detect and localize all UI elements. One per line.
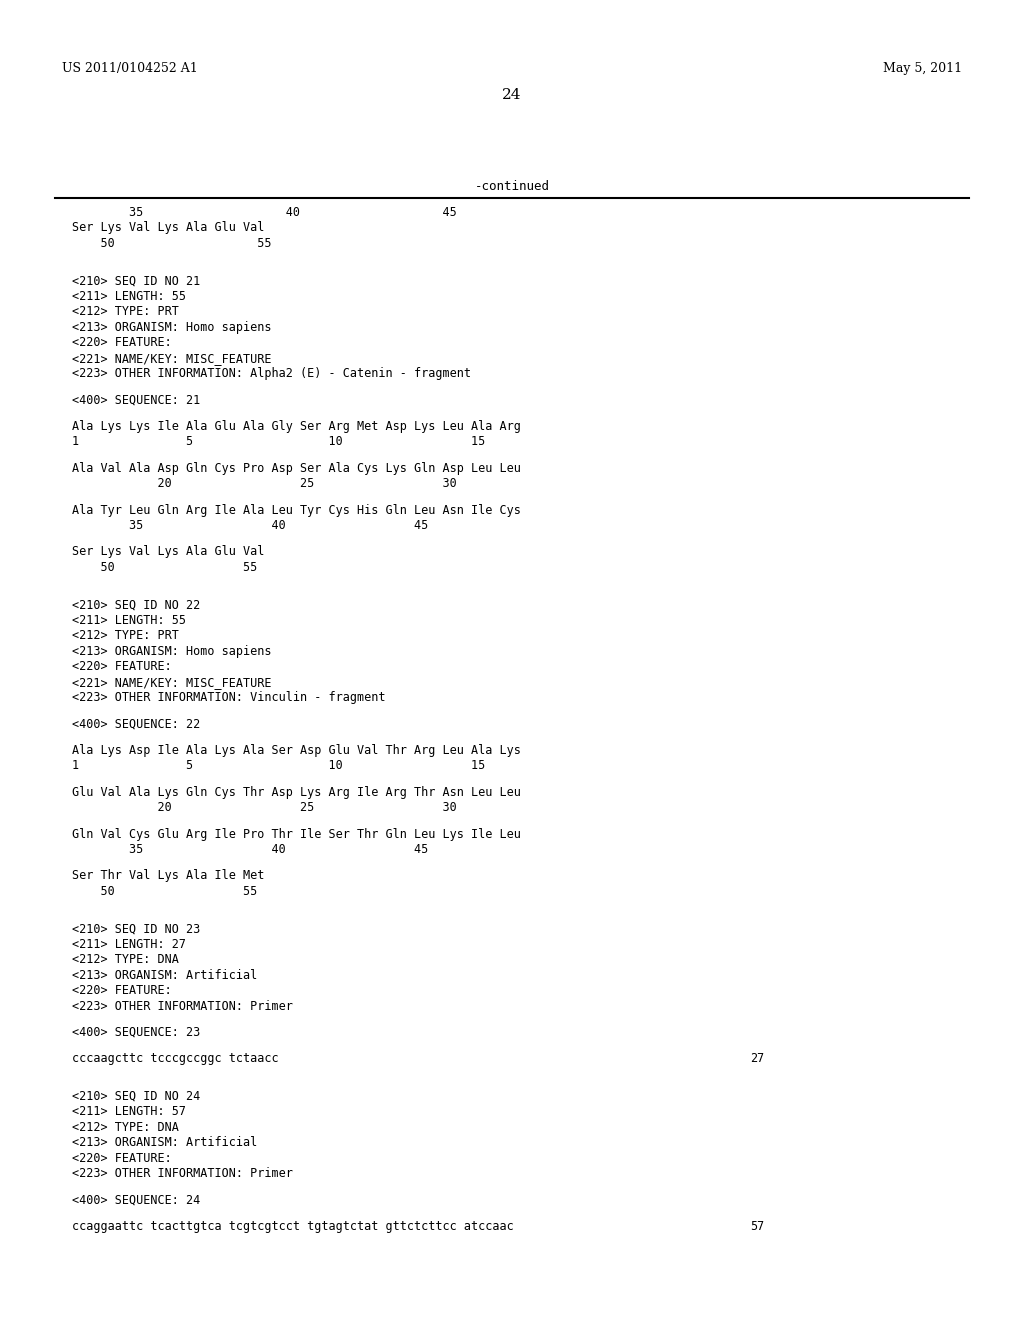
Text: 35                    40                    45: 35 40 45 xyxy=(72,206,457,219)
Text: <210> SEQ ID NO 21: <210> SEQ ID NO 21 xyxy=(72,275,201,288)
Text: <221> NAME/KEY: MISC_FEATURE: <221> NAME/KEY: MISC_FEATURE xyxy=(72,676,271,689)
Text: <221> NAME/KEY: MISC_FEATURE: <221> NAME/KEY: MISC_FEATURE xyxy=(72,351,271,364)
Text: <223> OTHER INFORMATION: Primer: <223> OTHER INFORMATION: Primer xyxy=(72,1167,293,1180)
Text: <212> TYPE: DNA: <212> TYPE: DNA xyxy=(72,1121,179,1134)
Text: 50                  55: 50 55 xyxy=(72,884,257,898)
Text: Ala Tyr Leu Gln Arg Ile Ala Leu Tyr Cys His Gln Leu Asn Ile Cys: Ala Tyr Leu Gln Arg Ile Ala Leu Tyr Cys … xyxy=(72,504,521,516)
Text: 35                  40                  45: 35 40 45 xyxy=(72,519,428,532)
Text: <400> SEQUENCE: 22: <400> SEQUENCE: 22 xyxy=(72,718,201,730)
Text: <210> SEQ ID NO 23: <210> SEQ ID NO 23 xyxy=(72,923,201,935)
Text: <223> OTHER INFORMATION: Vinculin - fragment: <223> OTHER INFORMATION: Vinculin - frag… xyxy=(72,692,385,704)
Text: <223> OTHER INFORMATION: Alpha2 (E) - Catenin - fragment: <223> OTHER INFORMATION: Alpha2 (E) - Ca… xyxy=(72,367,471,380)
Text: <220> FEATURE:: <220> FEATURE: xyxy=(72,985,172,997)
Text: <223> OTHER INFORMATION: Primer: <223> OTHER INFORMATION: Primer xyxy=(72,999,293,1012)
Text: 20                  25                  30: 20 25 30 xyxy=(72,801,457,814)
Text: Ser Lys Val Lys Ala Glu Val: Ser Lys Val Lys Ala Glu Val xyxy=(72,222,264,235)
Text: <212> TYPE: PRT: <212> TYPE: PRT xyxy=(72,630,179,642)
Text: <213> ORGANISM: Homo sapiens: <213> ORGANISM: Homo sapiens xyxy=(72,644,271,657)
Text: Ser Lys Val Lys Ala Glu Val: Ser Lys Val Lys Ala Glu Val xyxy=(72,545,264,558)
Text: <212> TYPE: DNA: <212> TYPE: DNA xyxy=(72,953,179,966)
Text: Glu Val Ala Lys Gln Cys Thr Asp Lys Arg Ile Arg Thr Asn Leu Leu: Glu Val Ala Lys Gln Cys Thr Asp Lys Arg … xyxy=(72,785,521,799)
Text: <400> SEQUENCE: 21: <400> SEQUENCE: 21 xyxy=(72,393,201,407)
Text: 20                  25                  30: 20 25 30 xyxy=(72,478,457,490)
Text: Ala Lys Lys Ile Ala Glu Ala Gly Ser Arg Met Asp Lys Leu Ala Arg: Ala Lys Lys Ile Ala Glu Ala Gly Ser Arg … xyxy=(72,420,521,433)
Text: 24: 24 xyxy=(502,88,522,102)
Text: <210> SEQ ID NO 24: <210> SEQ ID NO 24 xyxy=(72,1089,201,1102)
Text: Ala Val Ala Asp Gln Cys Pro Asp Ser Ala Cys Lys Gln Asp Leu Leu: Ala Val Ala Asp Gln Cys Pro Asp Ser Ala … xyxy=(72,462,521,475)
Text: 35                  40                  45: 35 40 45 xyxy=(72,843,428,857)
Text: <211> LENGTH: 57: <211> LENGTH: 57 xyxy=(72,1105,186,1118)
Text: 1               5                   10                  15: 1 5 10 15 xyxy=(72,436,485,449)
Text: 27: 27 xyxy=(750,1052,764,1065)
Text: <220> FEATURE:: <220> FEATURE: xyxy=(72,337,172,350)
Text: <400> SEQUENCE: 23: <400> SEQUENCE: 23 xyxy=(72,1026,201,1039)
Text: US 2011/0104252 A1: US 2011/0104252 A1 xyxy=(62,62,198,75)
Text: <220> FEATURE:: <220> FEATURE: xyxy=(72,1151,172,1164)
Text: <210> SEQ ID NO 22: <210> SEQ ID NO 22 xyxy=(72,598,201,611)
Text: <400> SEQUENCE: 24: <400> SEQUENCE: 24 xyxy=(72,1193,201,1206)
Text: <211> LENGTH: 27: <211> LENGTH: 27 xyxy=(72,937,186,950)
Text: Ser Thr Val Lys Ala Ile Met: Ser Thr Val Lys Ala Ile Met xyxy=(72,870,264,882)
Text: 57: 57 xyxy=(750,1220,764,1233)
Text: <213> ORGANISM: Artificial: <213> ORGANISM: Artificial xyxy=(72,969,257,982)
Text: <220> FEATURE:: <220> FEATURE: xyxy=(72,660,172,673)
Text: May 5, 2011: May 5, 2011 xyxy=(883,62,962,75)
Text: <213> ORGANISM: Homo sapiens: <213> ORGANISM: Homo sapiens xyxy=(72,321,271,334)
Text: 50                    55: 50 55 xyxy=(72,238,271,249)
Text: Ala Lys Asp Ile Ala Lys Ala Ser Asp Glu Val Thr Arg Leu Ala Lys: Ala Lys Asp Ile Ala Lys Ala Ser Asp Glu … xyxy=(72,744,521,756)
Text: <211> LENGTH: 55: <211> LENGTH: 55 xyxy=(72,614,186,627)
Text: 50                  55: 50 55 xyxy=(72,561,257,574)
Text: Gln Val Cys Glu Arg Ile Pro Thr Ile Ser Thr Gln Leu Lys Ile Leu: Gln Val Cys Glu Arg Ile Pro Thr Ile Ser … xyxy=(72,828,521,841)
Text: ccaggaattc tcacttgtca tcgtcgtcct tgtagtctat gttctcttcc atccaac: ccaggaattc tcacttgtca tcgtcgtcct tgtagtc… xyxy=(72,1220,514,1233)
Text: cccaagcttc tcccgccggc tctaacc: cccaagcttc tcccgccggc tctaacc xyxy=(72,1052,279,1065)
Text: -continued: -continued xyxy=(474,180,550,193)
Text: <213> ORGANISM: Artificial: <213> ORGANISM: Artificial xyxy=(72,1137,257,1148)
Text: 1               5                   10                  15: 1 5 10 15 xyxy=(72,759,485,772)
Text: <211> LENGTH: 55: <211> LENGTH: 55 xyxy=(72,289,186,302)
Text: <212> TYPE: PRT: <212> TYPE: PRT xyxy=(72,305,179,318)
